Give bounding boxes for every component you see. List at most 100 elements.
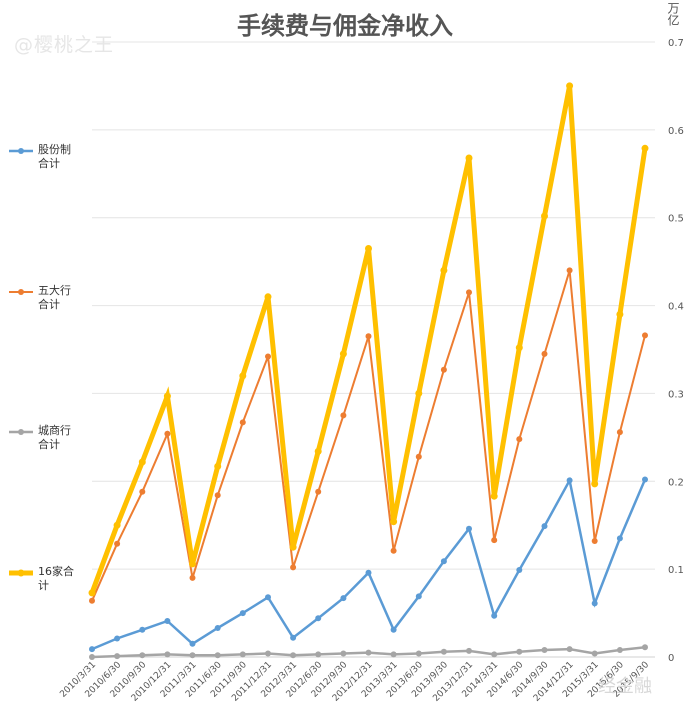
y-tick-label: 0 [668,653,674,664]
y-tick-label: 0.3 [668,389,684,400]
data-point [214,462,222,470]
y-tick-label: 0.1 [668,565,684,576]
data-point [490,492,498,500]
data-point [440,648,447,655]
data-point [516,567,523,573]
legend-label: 城商行 合计 [38,424,71,451]
data-point [314,447,322,455]
data-point [315,615,322,622]
data-point [189,560,196,568]
data-point [265,353,271,360]
y-tick-label: 0.4 [668,302,684,313]
data-point [515,344,523,352]
y-tick-label: 0.2 [668,477,684,488]
data-point [390,518,398,526]
legend-line-icon [9,569,33,577]
chart-title: 手续费与佣金净收入 [237,11,453,40]
data-point [415,650,422,657]
data-point [566,82,574,90]
y-tick-label: 0.7 [668,38,684,49]
data-point [642,476,648,483]
data-point [265,650,271,657]
data-point [616,647,623,653]
data-point [516,436,523,443]
data-point [591,650,598,657]
data-point [239,372,247,380]
data-point [591,480,599,488]
data-point [390,651,397,658]
data-point [340,412,347,419]
data-point [541,523,548,530]
data-point [591,538,598,544]
data-point [113,521,121,529]
data-point [265,594,271,601]
data-point [340,595,347,602]
data-point [139,626,146,633]
legend-label: 16家合计 [38,565,74,592]
data-point [516,648,523,655]
data-point [290,564,297,571]
data-point [214,492,221,499]
data-point [466,647,472,654]
data-point [189,652,196,659]
data-point [440,366,447,373]
data-point [290,634,297,641]
legend-line-icon [9,429,33,435]
data-point [89,597,95,604]
data-point [491,612,498,619]
data-point [164,618,171,624]
watermark-right: 经金融 [598,676,652,697]
data-point [415,453,422,460]
data-point [138,458,146,466]
data-point [466,525,472,532]
y-axis-unit-label: 万亿 [666,2,680,26]
data-point [114,653,121,660]
data-point [365,333,372,340]
data-point [390,626,397,633]
data-point [465,154,473,162]
data-point [214,652,221,659]
data-point [114,635,121,642]
data-point [641,144,649,152]
data-point [315,651,322,658]
legend-line-icon [9,148,33,154]
legend-label: 股份制 合计 [38,143,71,170]
data-point [214,625,221,631]
data-point [616,310,624,318]
data-point [616,429,623,436]
data-point [491,537,498,544]
data-point [365,569,372,576]
data-point [566,646,573,653]
data-point [139,488,146,495]
data-point [390,547,397,554]
data-point [415,593,422,600]
data-point [339,350,347,358]
data-point [642,332,648,339]
data-point [340,650,347,657]
data-point [239,610,246,617]
data-point [415,389,423,397]
legend-line-icon [9,289,33,295]
watermark-left: @樱桃之王 [14,34,115,56]
legend-label: 五大行 合计 [38,284,71,311]
data-point [290,652,297,659]
data-point [239,419,246,426]
data-point [139,652,146,659]
data-point [114,540,121,547]
data-point [189,574,196,581]
data-point [466,289,472,296]
data-point [440,266,448,274]
data-point [164,430,171,437]
data-point [566,267,573,274]
data-point [89,646,95,653]
data-point [541,647,548,653]
data-point [88,589,96,597]
data-point [189,640,196,647]
data-point [616,535,623,542]
data-point [491,651,498,658]
y-tick-label: 0.5 [668,214,684,225]
series-line-0 [91,476,647,651]
data-point [365,245,372,252]
data-point [541,212,548,220]
